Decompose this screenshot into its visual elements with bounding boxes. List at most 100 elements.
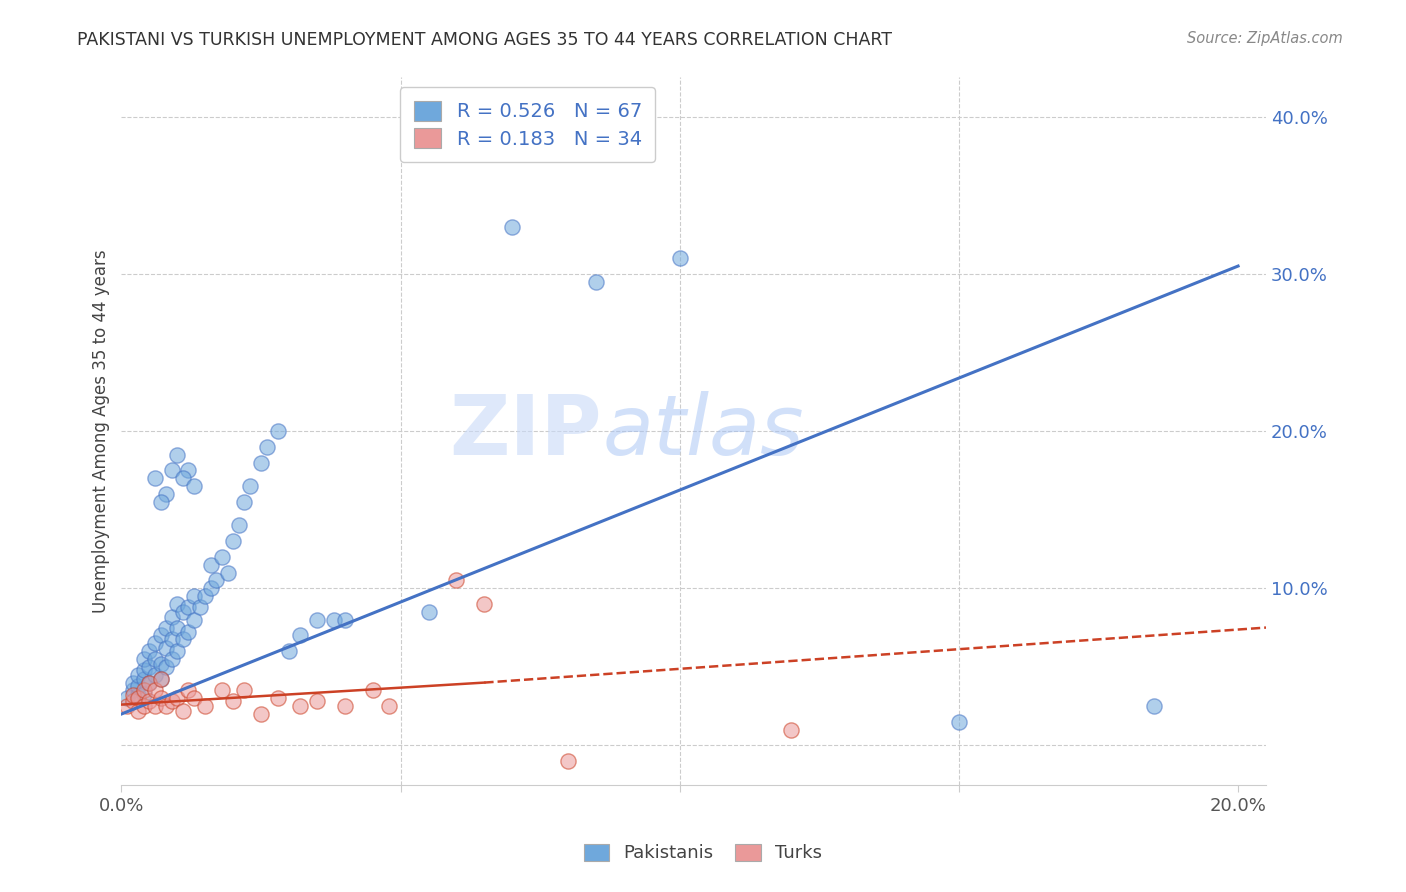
Text: atlas: atlas xyxy=(602,391,804,472)
Point xyxy=(138,675,160,690)
Point xyxy=(305,694,328,708)
Point xyxy=(127,667,149,681)
Point xyxy=(177,683,200,698)
Point xyxy=(149,691,172,706)
Point xyxy=(278,644,301,658)
Point xyxy=(222,694,245,708)
Point xyxy=(115,699,138,714)
Legend: Pakistanis, Turks: Pakistanis, Turks xyxy=(576,837,830,870)
Point xyxy=(155,699,177,714)
Point xyxy=(155,640,177,655)
Point xyxy=(155,660,177,674)
Point xyxy=(183,479,205,493)
Point xyxy=(668,251,690,265)
Point xyxy=(115,691,138,706)
Point xyxy=(177,600,200,615)
Point xyxy=(446,574,468,588)
Point xyxy=(155,487,177,501)
Point xyxy=(267,691,290,706)
Point xyxy=(222,534,245,549)
Point xyxy=(138,675,160,690)
Point xyxy=(501,219,523,234)
Point xyxy=(585,275,607,289)
Point xyxy=(149,628,172,642)
Point xyxy=(138,694,160,708)
Point xyxy=(166,691,188,706)
Point xyxy=(378,699,401,714)
Point xyxy=(194,589,217,603)
Point xyxy=(121,675,143,690)
Point xyxy=(233,683,256,698)
Point xyxy=(149,657,172,671)
Point xyxy=(177,463,200,477)
Point xyxy=(143,699,166,714)
Point xyxy=(160,652,183,666)
Y-axis label: Unemployment Among Ages 35 to 44 years: Unemployment Among Ages 35 to 44 years xyxy=(93,249,110,613)
Point xyxy=(1143,699,1166,714)
Point xyxy=(143,636,166,650)
Point xyxy=(200,582,222,596)
Point xyxy=(149,495,172,509)
Point xyxy=(472,597,495,611)
Point xyxy=(228,518,250,533)
Point xyxy=(132,699,155,714)
Point xyxy=(211,683,233,698)
Point xyxy=(149,673,172,687)
Point xyxy=(780,723,803,737)
Point xyxy=(149,673,172,687)
Point xyxy=(418,605,440,619)
Point xyxy=(183,691,205,706)
Point xyxy=(160,632,183,646)
Point xyxy=(143,667,166,681)
Point xyxy=(172,605,194,619)
Point xyxy=(127,688,149,702)
Point xyxy=(333,613,356,627)
Point xyxy=(333,699,356,714)
Point xyxy=(143,471,166,485)
Point xyxy=(166,597,188,611)
Point xyxy=(194,699,217,714)
Point xyxy=(155,621,177,635)
Text: ZIP: ZIP xyxy=(450,391,602,472)
Point xyxy=(557,754,579,768)
Point xyxy=(250,706,273,721)
Point xyxy=(172,704,194,718)
Point xyxy=(239,479,262,493)
Point xyxy=(233,495,256,509)
Point xyxy=(166,621,188,635)
Point xyxy=(256,440,278,454)
Point xyxy=(172,471,194,485)
Point xyxy=(183,589,205,603)
Point xyxy=(121,683,143,698)
Point xyxy=(127,691,149,706)
Point xyxy=(267,424,290,438)
Point xyxy=(143,652,166,666)
Point xyxy=(132,683,155,698)
Point xyxy=(138,660,160,674)
Text: Source: ZipAtlas.com: Source: ZipAtlas.com xyxy=(1187,31,1343,46)
Point xyxy=(138,644,160,658)
Text: PAKISTANI VS TURKISH UNEMPLOYMENT AMONG AGES 35 TO 44 YEARS CORRELATION CHART: PAKISTANI VS TURKISH UNEMPLOYMENT AMONG … xyxy=(77,31,893,49)
Point xyxy=(121,688,143,702)
Point xyxy=(288,628,311,642)
Point xyxy=(948,714,970,729)
Point xyxy=(143,683,166,698)
Point xyxy=(200,558,222,572)
Point xyxy=(160,694,183,708)
Point xyxy=(177,625,200,640)
Point xyxy=(127,704,149,718)
Point xyxy=(288,699,311,714)
Point xyxy=(217,566,239,580)
Point xyxy=(166,448,188,462)
Point xyxy=(172,632,194,646)
Point xyxy=(188,600,211,615)
Point xyxy=(250,456,273,470)
Point xyxy=(132,663,155,677)
Point xyxy=(322,613,344,627)
Point xyxy=(132,673,155,687)
Point xyxy=(121,694,143,708)
Point xyxy=(132,687,155,701)
Point xyxy=(166,644,188,658)
Point xyxy=(132,652,155,666)
Point xyxy=(160,609,183,624)
